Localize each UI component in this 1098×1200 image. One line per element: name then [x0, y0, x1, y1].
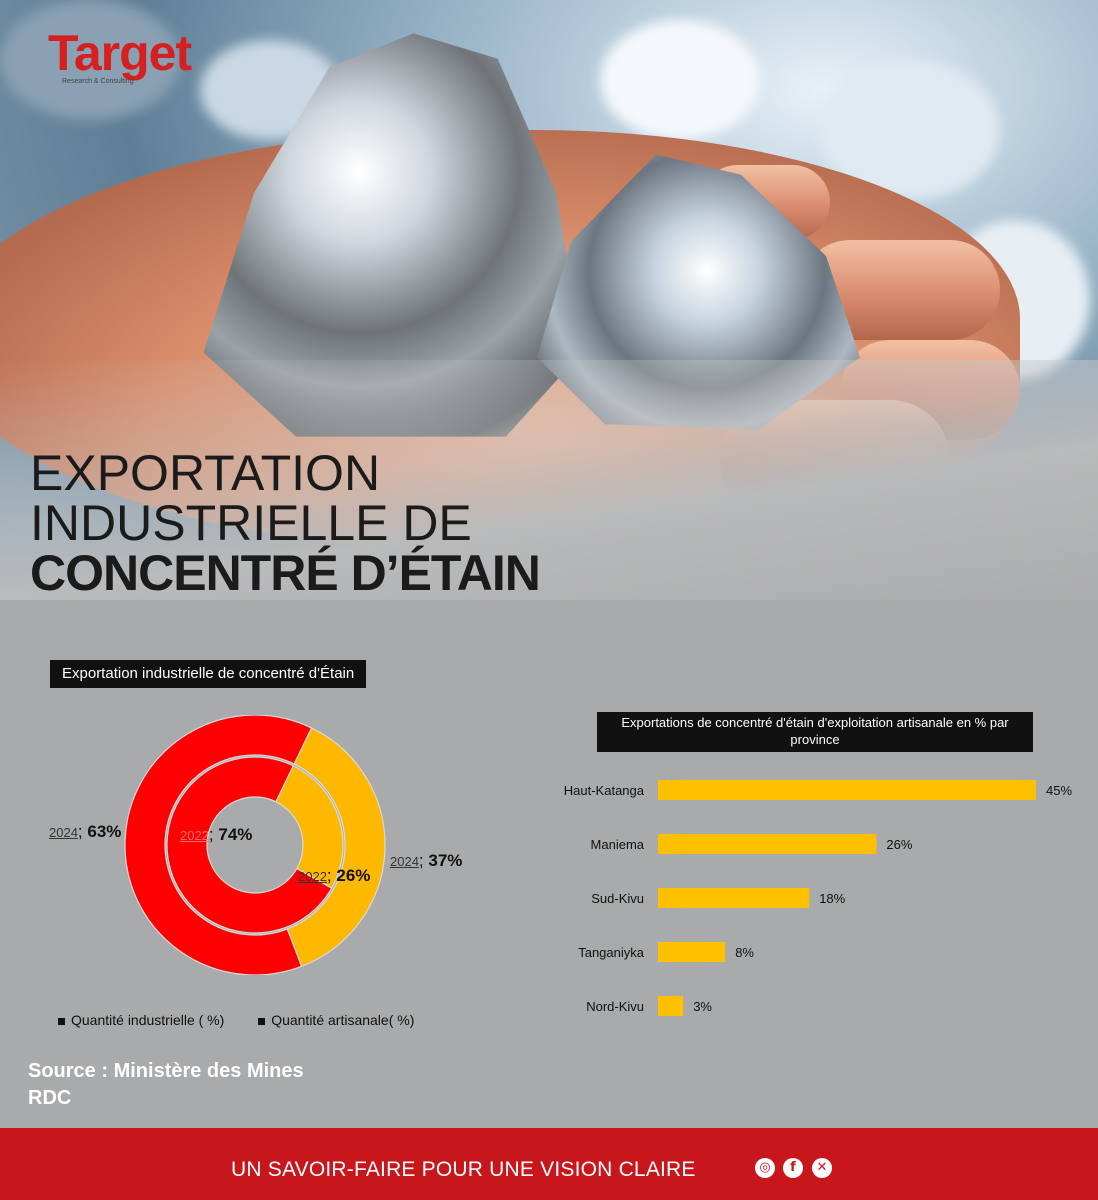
bar-haut-katanga: [658, 780, 1036, 800]
bar-category-label: Maniema: [591, 837, 645, 852]
donut-label-value: 74%: [218, 825, 253, 844]
donut-chart: [124, 715, 386, 975]
donut-slice-2024-industrial: [124, 715, 313, 975]
instagram-icon[interactable]: ◎: [755, 1158, 775, 1178]
donut-label-year: 2022: [180, 828, 209, 843]
footer-bar: UN SAVOIR-FAIRE POUR UNE VISION CLAIRE: [0, 1128, 1098, 1200]
donut-label-2024-industrial: 2024; 63%: [49, 822, 122, 841]
target-logo: Target Research & Consulting: [48, 25, 192, 85]
bar-category-label: Nord-Kivu: [586, 999, 644, 1014]
logo-text: Target: [48, 25, 192, 81]
bar-tanganiyka: [658, 942, 726, 962]
donut-slice-2024-artisanal: [286, 727, 386, 968]
facebook-icon[interactable]: f: [783, 1158, 803, 1178]
x-icon[interactable]: ✕: [812, 1158, 832, 1178]
donut-chart-title: Exportation industrielle de concentré d'…: [50, 660, 367, 688]
donut-label-value: 37%: [428, 851, 463, 870]
source-note: Source : Ministère des Mines RDC: [28, 1060, 304, 1109]
page-title: EXPORTATION INDUSTRIELLE DE CONCENTRÉ D’…: [30, 445, 541, 601]
donut-label-year: 2024: [390, 854, 419, 869]
donut-label-value: 63%: [87, 822, 122, 841]
donut-label-2024-artisanal: 2024; 37%: [390, 851, 463, 870]
bar-sud-kivu: [658, 888, 810, 908]
footer-tagline: UN SAVOIR-FAIRE POUR UNE VISION CLAIRE: [231, 1158, 696, 1181]
legend-marker: [258, 1017, 266, 1025]
legend-item-artisanal: Quantité artisanale( %): [258, 1012, 414, 1028]
legend-label: Quantité artisanale( %): [271, 1012, 415, 1028]
bar-category-label: Haut-Katanga: [564, 783, 645, 798]
bar-chart-title: Exportations de concentré d'étain d'expl…: [597, 712, 1033, 752]
title-line-1: EXPORTATION: [30, 445, 381, 501]
donut-label-year: 2024: [49, 825, 78, 840]
legend-item-industrial: Quantité industrielle ( %): [58, 1012, 224, 1028]
hero-photo: [0, 0, 1098, 600]
donut-label-year: 2022: [298, 869, 327, 884]
donut-legend: Quantité industrielle ( %) Quantité arti…: [58, 1012, 444, 1028]
bar-value-label: 3%: [693, 999, 712, 1014]
bar-value-label: 18%: [819, 891, 845, 906]
bar-chart: Haut-Katanga 45% Maniema 26% Sud-Kivu 18% Tang…: [564, 780, 1072, 1016]
title-line-3: CONCENTRÉ D’ÉTAIN: [30, 545, 541, 601]
bar-nord-kivu: [658, 996, 684, 1016]
bar-category-label: Sud-Kivu: [591, 891, 644, 906]
bar-value-label: 26%: [886, 837, 912, 852]
donut-label-2022-artisanal: 2022; 26%: [298, 866, 371, 885]
bar-value-label: 45%: [1046, 783, 1072, 798]
title-line-2: INDUSTRIELLE DE: [30, 495, 472, 551]
donut-label-2022-industrial: 2022; 74%: [180, 825, 253, 844]
logo-subtitle: Research & Consulting: [62, 78, 134, 85]
bar-value-label: 8%: [735, 945, 754, 960]
legend-label: Quantité industrielle ( %): [71, 1012, 225, 1028]
donut-slice-2022-industrial: [166, 756, 333, 934]
donut-label-value: 26%: [336, 866, 371, 885]
bar-category-label: Tanganiyka: [578, 945, 645, 960]
legend-marker: [58, 1017, 65, 1025]
donut-slice-2022-artisanal: [275, 764, 344, 889]
bar-maniema: [658, 834, 877, 854]
